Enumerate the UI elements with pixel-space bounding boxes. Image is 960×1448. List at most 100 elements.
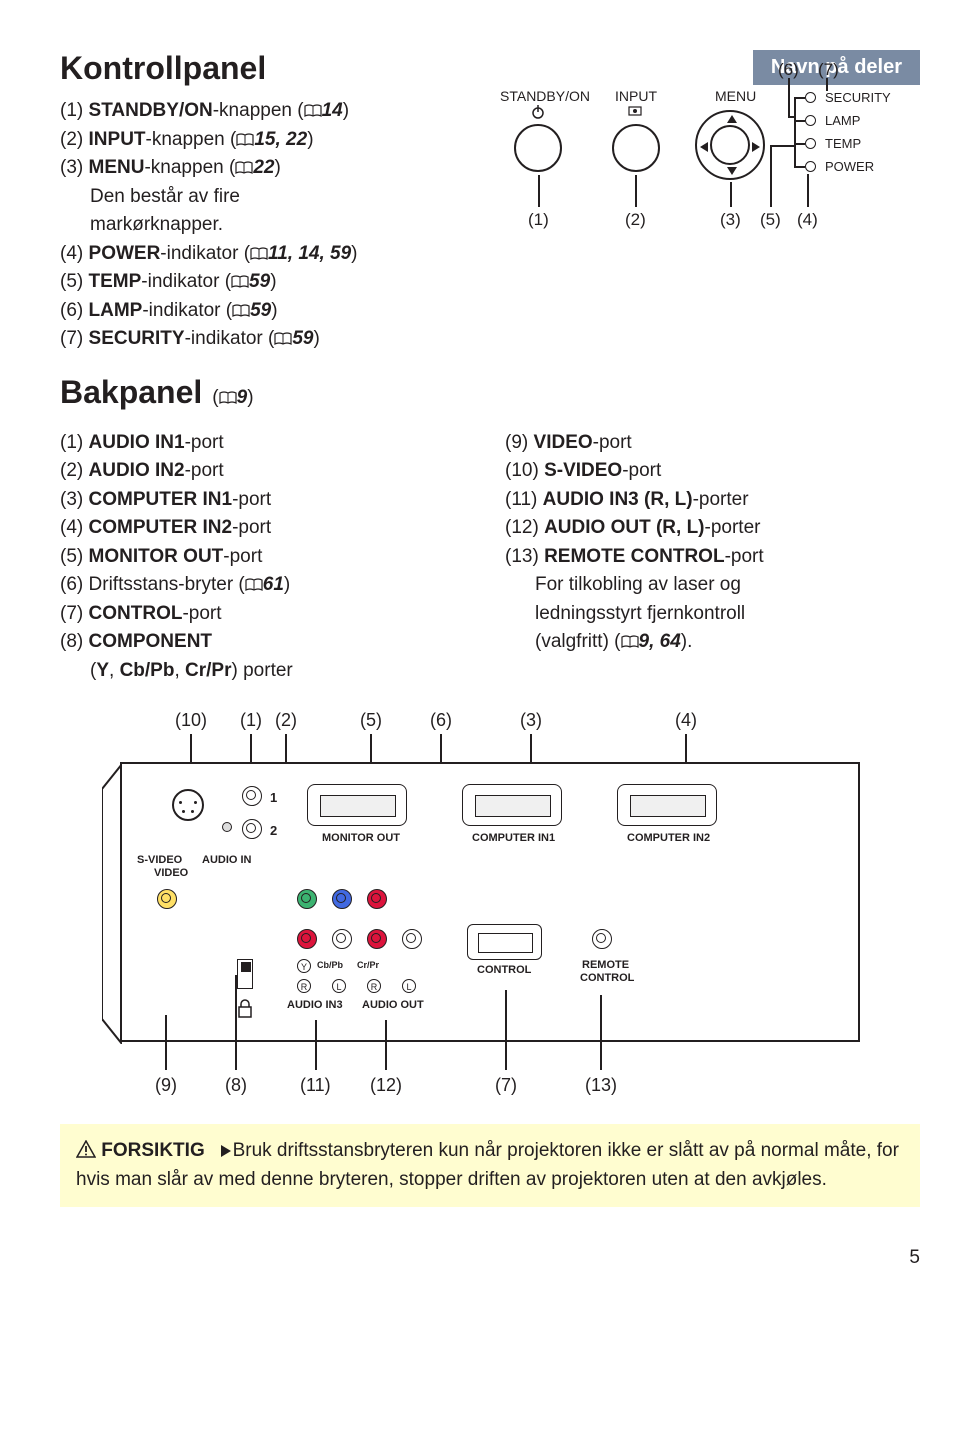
book-icon — [621, 630, 639, 644]
security-led — [805, 92, 816, 103]
kp-n3: (3) — [60, 157, 83, 178]
kp2-l2: TEMP — [89, 271, 142, 292]
br-end: ). — [681, 631, 693, 652]
crpr-label: Cr/Pr — [357, 960, 379, 970]
l2-label: L — [402, 979, 416, 993]
br-l3: AUDIO OUT (R, L) — [544, 517, 704, 538]
bl-n7: (8) — [60, 631, 83, 652]
bakpanel-section: Bakpanel (9) (1) AUDIO IN1-port (2) AUDI… — [60, 374, 920, 686]
rear-panel-diagram: (10) (1) (2) (5) (6) (3) (4) — [60, 710, 920, 1099]
rc3: (3) — [520, 710, 542, 731]
bl-n6: (7) — [60, 603, 83, 624]
kp2-r1: 11, 14, 59 — [268, 243, 351, 264]
remote-control-port — [592, 929, 612, 949]
num2-label: 2 — [270, 823, 277, 838]
crpr-port — [367, 889, 387, 909]
kp2-e2: ) — [270, 271, 276, 292]
shutdown-switch — [237, 959, 253, 989]
aout-label: AUDIO OUT — [362, 999, 424, 1011]
kontrollpanel-list: Kontrollpanel (1) STANDBY/ON-knappen (14… — [60, 50, 480, 354]
rc5: (5) — [360, 710, 382, 731]
bl-l5: Driftsstans-bryter ( — [89, 574, 245, 595]
bl-n3: (4) — [60, 517, 83, 538]
lamp-led — [805, 115, 816, 126]
video-label: VIDEO — [154, 867, 188, 879]
power-icon — [530, 104, 546, 120]
c5: (5) — [760, 210, 781, 230]
menu-label: MENU — [715, 88, 756, 104]
br-n2: (11) — [505, 489, 537, 510]
book-icon — [232, 299, 250, 313]
bl-s4: -port — [223, 546, 262, 567]
br-sub2: ledningsstyrt fjernkontroll — [535, 600, 920, 629]
lock-icon — [237, 999, 253, 1019]
power-text: POWER — [825, 159, 874, 174]
power-led — [805, 161, 816, 172]
input-button — [612, 124, 660, 172]
l1-label: L — [332, 979, 346, 993]
br-s0: -port — [593, 432, 632, 453]
kp2-n1: (4) — [60, 243, 83, 264]
c6: (6) — [778, 60, 799, 80]
r1-label: R — [297, 979, 311, 993]
cbpb-label: Cb/Pb — [317, 960, 343, 970]
input-icon — [628, 104, 644, 118]
remote-label: REMOTE — [582, 959, 629, 971]
monitor-label: MONITOR OUT — [322, 832, 400, 844]
kp-l3: MENU — [89, 157, 145, 178]
kp-n2: (2) — [60, 129, 83, 150]
warning-label: FORSIKTIG — [101, 1140, 204, 1161]
cin2-label: COMPUTER IN2 — [627, 832, 710, 844]
cbpb-port — [332, 889, 352, 909]
bl-s0: -port — [185, 432, 224, 453]
br-ref: 9, 64 — [639, 631, 681, 652]
br-l2: AUDIO IN3 (R, L) — [543, 489, 693, 510]
kp-s3: -knappen ( — [144, 157, 235, 178]
kp-s2: -knappen ( — [146, 129, 237, 150]
bl-s6: -port — [182, 603, 221, 624]
kp2-e1: ) — [351, 243, 357, 264]
br-n0: (9) — [505, 432, 528, 453]
aout-l-port — [402, 929, 422, 949]
audioin-label: AUDIO IN — [202, 854, 252, 866]
br-l4: REMOTE CONTROL — [544, 546, 725, 567]
kp2-r4: 59 — [292, 328, 313, 349]
page-number: 5 — [0, 1247, 960, 1269]
y-label: Y — [297, 959, 311, 973]
bl-l0: AUDIO IN1 — [89, 432, 185, 453]
warning-icon — [76, 1140, 96, 1167]
c3: (3) — [720, 210, 741, 230]
control-panel-diagram: STANDBY/ON INPUT MENU — [500, 60, 920, 280]
br-l1: S-VIDEO — [544, 460, 622, 481]
warning-box: FORSIKTIG Bruk driftsstansbryteren kun n… — [60, 1124, 920, 1207]
kp-e3: ) — [274, 157, 280, 178]
kp-sub1: Den består av fire — [90, 183, 480, 212]
c2: (2) — [625, 210, 646, 230]
br-sub1: For tilkobling av laser og — [535, 571, 920, 600]
kp2-r3: 59 — [250, 300, 271, 321]
bl-l3: COMPUTER IN2 — [89, 517, 233, 538]
bl-s2: -port — [232, 489, 271, 510]
kp-sub2: markørknapper. — [90, 211, 480, 240]
standby-button — [514, 124, 562, 172]
br-s2: -porter — [693, 489, 749, 510]
book-icon — [304, 99, 322, 113]
kontrollpanel-title: Kontrollpanel — [60, 50, 480, 87]
br-s4: -port — [725, 546, 764, 567]
bl-l7: COMPONENT — [89, 631, 213, 652]
ain3-label: AUDIO IN3 — [287, 999, 343, 1011]
bl-l2: COMPUTER IN1 — [89, 489, 233, 510]
rc6: (6) — [430, 710, 452, 731]
bl-e5: ) — [284, 574, 290, 595]
audio-in2-port — [242, 819, 262, 839]
rb9: (9) — [155, 1075, 177, 1096]
bl-l6: CONTROL — [89, 603, 183, 624]
kp-l2: INPUT — [89, 129, 146, 150]
book-icon — [250, 242, 268, 256]
kp2-n3: (6) — [60, 300, 83, 321]
c1: (1) — [528, 210, 549, 230]
br-sub3: (valgfritt) ( — [535, 631, 621, 652]
menu-dpad — [695, 110, 765, 180]
kp2-n4: (7) — [60, 328, 83, 349]
kp-r2: 15, 22 — [254, 129, 307, 150]
